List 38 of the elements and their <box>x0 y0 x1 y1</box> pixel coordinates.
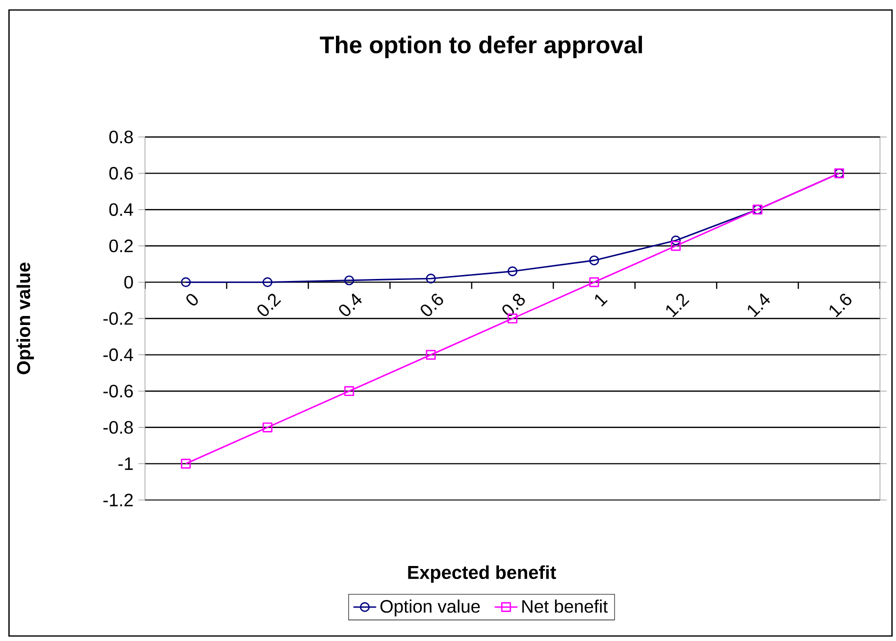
point <box>589 255 600 266</box>
x-tick-label: 0.8 <box>502 294 525 316</box>
y-tick-label: 0.4 <box>109 203 134 216</box>
y-tick-label: 0.8 <box>109 130 133 144</box>
legend-label: Option value <box>380 600 480 616</box>
x-tick-label: 0 <box>186 294 198 306</box>
point <box>589 277 600 288</box>
point <box>262 422 272 432</box>
y-tick-label: 0 <box>124 276 133 289</box>
point <box>262 277 272 288</box>
y-tick-label: -1 <box>118 458 133 470</box>
x-tick-label: 1 <box>595 294 608 307</box>
y-tick-label: -0.8 <box>103 421 133 434</box>
y-tick-label: -0.4 <box>103 348 134 362</box>
y-tick-label: 0.2 <box>109 240 133 252</box>
y-tick-label: 0.6 <box>109 166 133 180</box>
y-axis-title: Option value <box>16 262 34 374</box>
point <box>180 458 191 469</box>
chart-title: The option to defer approval <box>320 36 642 58</box>
point <box>344 386 354 396</box>
point <box>426 350 436 360</box>
x-tick-label: 0.4 <box>339 293 362 316</box>
x-tick-label: 0.2 <box>257 294 282 316</box>
x-tick-label: 1.4 <box>748 293 770 318</box>
y-tick-label: -0.2 <box>103 312 133 325</box>
x-tick-label: 1.2 <box>666 294 690 318</box>
point <box>180 277 191 288</box>
point <box>344 275 354 286</box>
point <box>670 236 681 246</box>
legend-label: Net benefit <box>522 600 608 613</box>
point <box>670 240 681 251</box>
x-tick-label: 0.6 <box>420 294 444 316</box>
x-axis-title: Expected benefit <box>408 565 556 583</box>
point <box>508 266 518 276</box>
y-tick-label: -1.2 <box>103 494 133 506</box>
y-tick-label: -0.6 <box>103 384 133 398</box>
x-tick-label: 1.6 <box>830 294 852 318</box>
point <box>426 274 436 284</box>
